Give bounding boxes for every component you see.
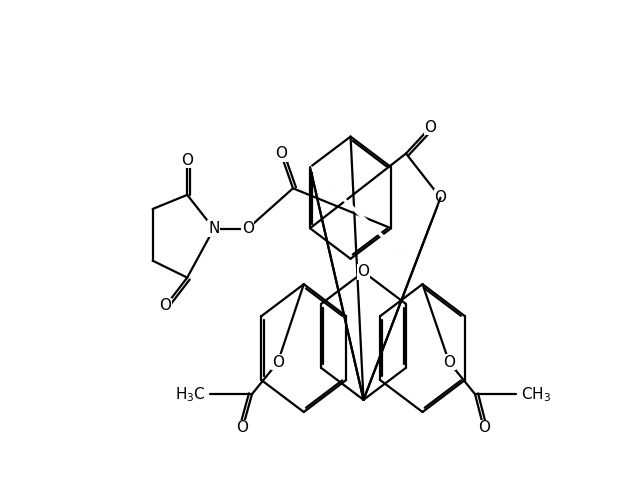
Text: O: O [241, 221, 254, 236]
Text: O: O [435, 190, 446, 205]
Text: O: O [236, 420, 249, 435]
Text: O: O [357, 264, 369, 279]
Text: O: O [181, 153, 193, 168]
Text: O: O [272, 355, 284, 370]
Text: CH$_3$: CH$_3$ [521, 385, 551, 404]
Text: O: O [478, 420, 490, 435]
Text: O: O [160, 298, 172, 313]
Text: O: O [443, 355, 455, 370]
Text: O: O [275, 146, 287, 161]
Text: N: N [208, 221, 219, 236]
Text: O: O [424, 120, 436, 135]
Text: H$_3$C: H$_3$C [175, 385, 206, 404]
